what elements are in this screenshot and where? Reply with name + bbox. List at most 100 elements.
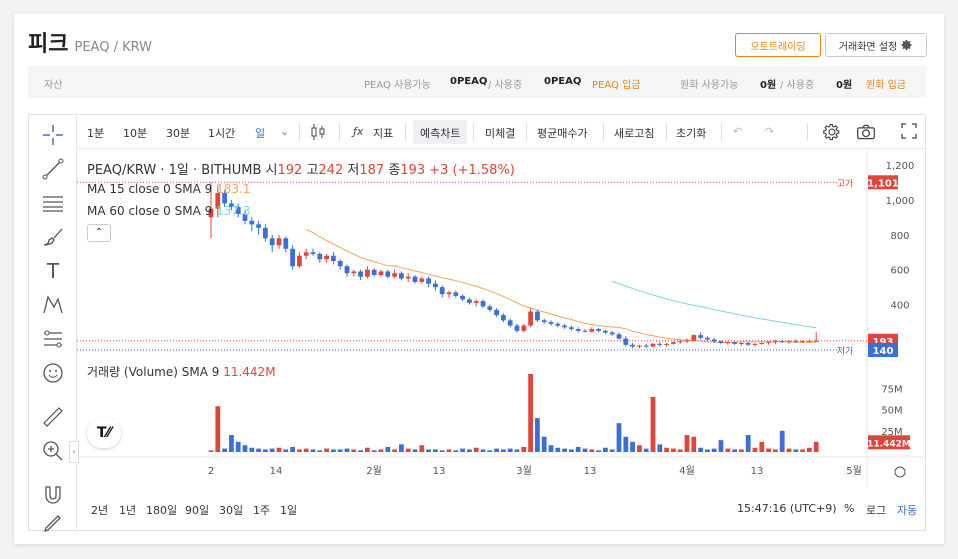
indicator-button[interactable]: 지표	[373, 127, 394, 140]
volume-bar	[208, 450, 214, 452]
candle-body	[535, 311, 540, 321]
volume-bar	[739, 449, 744, 452]
peaq-available-value: 0PEAQ	[450, 76, 488, 87]
volume-current-tag: 11.442M	[867, 439, 911, 449]
volume-bar	[616, 423, 622, 452]
ma15-label: MA 15 close 0 SMA 9	[87, 182, 213, 196]
trendline-icon[interactable]	[41, 157, 65, 181]
volume-value: 11.442M	[223, 365, 276, 379]
candle-body	[494, 309, 499, 316]
interval-1min[interactable]: 1분	[87, 127, 105, 140]
range-1w[interactable]: 1주	[253, 504, 271, 517]
volume-bar	[412, 449, 418, 452]
range-30d[interactable]: 30일	[219, 504, 244, 517]
camera-icon[interactable]	[856, 123, 876, 144]
market-pair: PEAQ / KRW	[74, 40, 152, 55]
peaq-deposit-link[interactable]: PEAQ 입금	[592, 80, 641, 91]
brush-icon[interactable]	[41, 225, 65, 249]
refresh-button[interactable]: 새로고침	[614, 127, 655, 140]
toolbar-divider	[807, 123, 808, 141]
log-toggle[interactable]: 로그	[866, 504, 887, 517]
range-180d[interactable]: 180일	[146, 504, 178, 517]
candle-body	[596, 329, 601, 331]
undo-icon[interactable]: ↶	[733, 125, 743, 138]
pattern-icon[interactable]	[41, 293, 65, 317]
range-bar: 2년 1년 180일 90일 30일 1주 1일 15:47:16 (UTC+9…	[77, 487, 925, 530]
prediction-chart-button[interactable]: 예측차트	[420, 127, 461, 140]
range-1d[interactable]: 1일	[280, 504, 298, 517]
volume-bar	[569, 449, 574, 452]
clock[interactable]: 15:47:16 (UTC+9)	[737, 502, 837, 515]
interval-1day[interactable]: 일	[255, 127, 266, 140]
candle-body	[249, 220, 255, 225]
candle-body	[684, 340, 690, 342]
volume-bar	[752, 447, 758, 452]
volume-bar	[630, 441, 635, 452]
volume-bar	[575, 446, 581, 452]
volume-bar	[446, 449, 452, 452]
range-2y[interactable]: 2년	[91, 504, 109, 517]
auto-toggle[interactable]: 자동	[897, 504, 918, 517]
avg-price-button[interactable]: 평균매수가	[537, 127, 588, 140]
volume-bar	[514, 449, 520, 452]
collapse-legend-button[interactable]: ⌃	[87, 224, 111, 242]
candle-body	[419, 278, 425, 282]
krw-deposit-link[interactable]: 원화 입금	[866, 80, 906, 91]
range-90d[interactable]: 90일	[185, 504, 210, 517]
time-tick-label: 5월	[846, 465, 862, 477]
volume-bar	[439, 450, 445, 452]
settings-gear-icon[interactable]	[823, 123, 841, 144]
candle-body	[460, 295, 465, 300]
high-price-tag-bg	[868, 175, 898, 190]
candle-body	[793, 341, 799, 343]
reset-button[interactable]: 초기화	[676, 127, 707, 140]
interval-30min[interactable]: 30분	[166, 127, 191, 140]
interval-1hour[interactable]: 1시간	[208, 127, 236, 140]
zoom-in-icon[interactable]	[41, 439, 65, 463]
ma60-value: 137.3	[216, 204, 251, 218]
candle-body	[392, 273, 397, 277]
chart-legend-main: PEAQ/KRW · 1일 · BITHUMB 시192 고242 저187 종…	[87, 159, 515, 178]
candle-body	[337, 260, 343, 267]
volume-bar	[331, 449, 336, 452]
ruler-icon[interactable]	[41, 405, 65, 429]
gear-icon	[901, 40, 912, 50]
crosshair-icon[interactable]	[41, 123, 65, 147]
horizontal-lines-icon[interactable]	[41, 191, 65, 215]
chevron-down-icon[interactable]: ⌄	[280, 125, 290, 138]
low-price-tag-bg	[868, 343, 898, 357]
projection-icon[interactable]	[41, 327, 65, 351]
candle-type-icon[interactable]	[310, 123, 326, 144]
volume-bar	[297, 449, 302, 452]
volume-bar	[725, 448, 731, 452]
candle-body	[643, 345, 649, 347]
redo-icon[interactable]: ↷	[765, 125, 775, 138]
unsettled-button[interactable]: 미체결	[485, 127, 516, 140]
volume-bar	[426, 449, 431, 452]
coin-header: 피크 PEAQ / KRW	[28, 26, 152, 62]
magnet-icon[interactable]	[41, 483, 65, 507]
volume-bar	[263, 449, 268, 452]
range-1y[interactable]: 1년	[119, 504, 137, 517]
percent-toggle[interactable]: %	[844, 502, 855, 515]
volume-bar	[337, 449, 343, 452]
volume-bar	[541, 436, 547, 452]
auto-trading-button[interactable]: 오토트레이딩	[735, 33, 821, 57]
candle-body	[439, 287, 445, 295]
volume-bar	[371, 450, 377, 452]
fullscreen-icon[interactable]	[901, 123, 917, 142]
tradingview-logo[interactable]: T⁄⁄	[87, 418, 121, 448]
pencil-icon[interactable]	[41, 511, 65, 535]
candle-body	[473, 301, 479, 303]
candle-body	[317, 254, 323, 260]
collapse-toolbar-button[interactable]: ‹	[69, 441, 79, 463]
interval-10min[interactable]: 10분	[123, 127, 148, 140]
text-tool-icon[interactable]: T	[46, 259, 60, 283]
screen-settings-button[interactable]: 거래화면 설정	[825, 33, 927, 57]
candle-body	[745, 343, 751, 345]
volume-bar	[521, 446, 527, 452]
emoji-icon[interactable]	[41, 361, 65, 385]
volume-bar	[419, 445, 425, 452]
indicator-icon[interactable]: ƒx	[353, 125, 364, 138]
